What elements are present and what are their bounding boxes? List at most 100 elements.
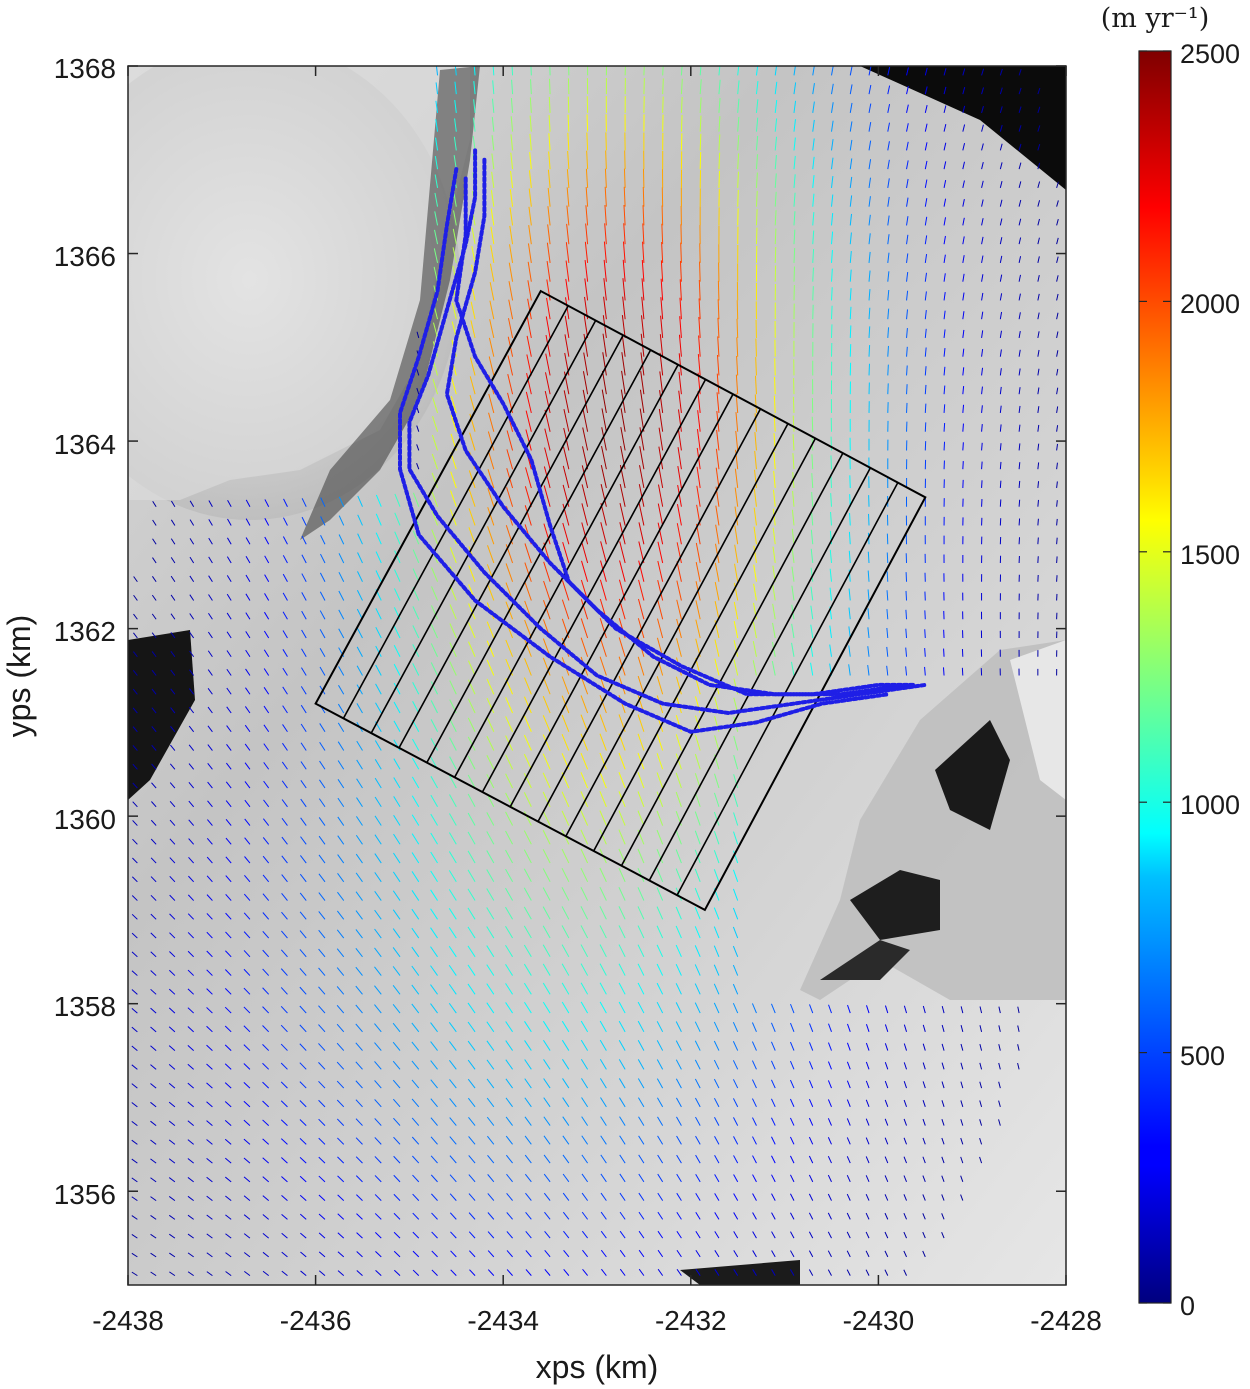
- velocity-arrow: [150, 913, 157, 920]
- velocity-arrow: [599, 656, 607, 676]
- velocity-arrow: [943, 86, 947, 95]
- velocity-arrow: [374, 966, 382, 976]
- velocity-arrow: [245, 687, 251, 695]
- velocity-arrow: [430, 1136, 438, 1145]
- velocity-arrow: [544, 447, 551, 470]
- velocity-arrow: [829, 644, 832, 657]
- velocity-arrow: [150, 1196, 157, 1202]
- velocity-arrow: [619, 560, 626, 582]
- velocity-arrow: [943, 329, 946, 338]
- velocity-arrow: [732, 1060, 739, 1070]
- velocity-arrow: [318, 1232, 326, 1239]
- velocity-arrow: [434, 192, 439, 207]
- velocity-arrow: [808, 1193, 814, 1201]
- velocity-arrow: [525, 410, 532, 432]
- velocity-arrow: [526, 373, 532, 395]
- velocity-arrow: [752, 1117, 757, 1126]
- velocity-arrow: [656, 733, 664, 751]
- velocity-arrow: [676, 1249, 682, 1258]
- velocity-arrow: [867, 646, 870, 657]
- velocity-arrow: [1018, 125, 1022, 132]
- velocity-arrow: [601, 1268, 607, 1276]
- velocity-arrow: [924, 629, 926, 639]
- velocity-arrow: [566, 223, 570, 245]
- velocity-arrow: [622, 296, 626, 320]
- velocity-arrow: [868, 66, 872, 76]
- velocity-arrow: [393, 1117, 401, 1126]
- velocity-arrow: [846, 1231, 851, 1239]
- velocity-arrow: [281, 930, 288, 939]
- velocity-arrow: [714, 1193, 720, 1201]
- velocity-arrow: [488, 393, 495, 414]
- velocity-arrow: [467, 736, 476, 751]
- velocity-arrow: [430, 927, 438, 939]
- velocity-arrow: [507, 355, 514, 376]
- velocity-arrow: [374, 1023, 382, 1033]
- velocity-arrow: [243, 1006, 251, 1014]
- velocity-arrow: [1018, 312, 1021, 320]
- velocity-arrow: [812, 193, 815, 207]
- velocity-arrow: [448, 945, 457, 958]
- velocity-arrow: [453, 136, 457, 151]
- velocity-arrow: [562, 1116, 570, 1126]
- velocity-arrow: [131, 1158, 138, 1164]
- velocity-arrow: [865, 1061, 870, 1070]
- grounding-line-traces: [398, 148, 928, 734]
- velocity-arrow: [487, 1212, 495, 1220]
- velocity-arrow: [486, 774, 495, 789]
- velocity-arrow: [656, 829, 664, 845]
- velocity-arrow: [887, 308, 890, 320]
- velocity-arrow: [529, 151, 532, 170]
- velocity-arrow: [468, 1193, 476, 1201]
- velocity-arrow: [282, 649, 288, 658]
- velocity-arrow: [998, 1062, 1001, 1070]
- x-tick-label: -2436: [280, 1305, 352, 1336]
- velocity-arrow: [924, 384, 927, 395]
- velocity-arrow: [849, 195, 853, 207]
- velocity-arrow: [696, 428, 701, 451]
- velocity-arrow: [486, 964, 495, 976]
- velocity-arrow: [772, 584, 776, 601]
- velocity-arrow: [431, 434, 439, 451]
- velocity-arrow: [374, 947, 382, 958]
- velocity-arrow: [600, 541, 607, 564]
- velocity-arrow: [675, 963, 682, 976]
- velocity-arrow: [168, 1139, 176, 1145]
- velocity-arrow: [695, 1173, 701, 1183]
- velocity-arrow: [1018, 69, 1022, 76]
- velocity-arrow: [580, 618, 589, 639]
- velocity-arrow: [188, 744, 195, 751]
- velocity-arrow: [486, 1021, 495, 1033]
- velocity-arrow: [448, 964, 457, 976]
- velocity-arrow: [168, 1045, 176, 1051]
- velocity-arrow: [169, 800, 176, 808]
- velocity-arrow: [262, 837, 270, 845]
- velocity-arrow: [411, 852, 420, 864]
- velocity-arrow: [492, 98, 495, 113]
- velocity-arrow: [581, 484, 589, 507]
- velocity-arrow: [281, 780, 288, 789]
- velocity-arrow: [412, 1212, 420, 1220]
- velocity-arrow: [774, 173, 777, 188]
- velocity-arrow: [638, 579, 645, 601]
- velocity-arrow: [319, 629, 326, 639]
- velocity-arrow: [547, 224, 551, 245]
- velocity-arrow: [245, 631, 251, 639]
- velocity-arrow: [657, 618, 664, 639]
- velocity-arrow: [642, 241, 645, 263]
- velocity-arrow: [981, 330, 984, 339]
- velocity-arrow: [450, 1250, 457, 1258]
- velocity-arrow: [224, 1063, 232, 1070]
- velocity-arrow: [263, 799, 270, 808]
- velocity-arrow: [884, 1043, 889, 1051]
- velocity-arrow: [789, 1117, 795, 1126]
- velocity-arrow: [887, 196, 890, 207]
- velocity-arrow: [676, 1173, 682, 1183]
- velocity-arrow: [561, 1001, 570, 1014]
- velocity-arrow: [943, 385, 946, 395]
- velocity-arrow: [732, 945, 739, 957]
- velocity-arrow: [189, 556, 195, 564]
- velocity-arrow: [698, 316, 701, 338]
- velocity-arrow: [831, 231, 834, 245]
- velocity-arrow: [264, 611, 270, 620]
